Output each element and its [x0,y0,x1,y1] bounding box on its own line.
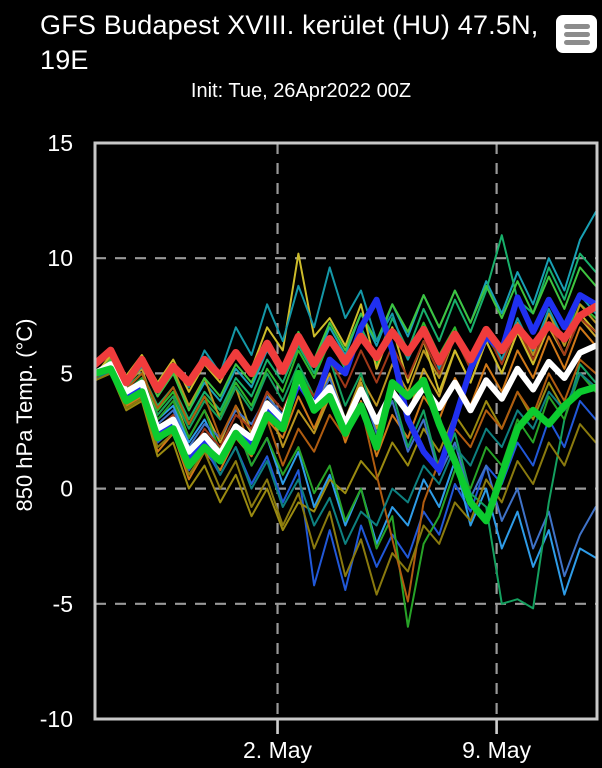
ensemble-member-line [95,266,597,412]
y-tick-label: -5 [53,591,73,617]
ensemble-member-line [95,358,597,603]
y-tick-label: 10 [47,245,73,271]
hamburger-menu-icon [563,23,590,45]
y-tick-label: 15 [47,130,73,156]
init-subtitle: Init: Tue, 26Apr2022 00Z [190,80,412,102]
y-tick-label: 5 [60,360,73,386]
x-tick-label: 2. May [243,737,313,763]
plot-frame [93,141,599,721]
page-title: GFS Budapest XVIII. kerület (HU) 47.5N, … [40,10,539,75]
ensemble-member-line [95,370,597,578]
y-tick-label: 0 [60,476,73,502]
ensemble-mean-line [95,302,597,394]
control-run-line [95,365,597,525]
y-tick-label: -10 [40,706,73,732]
ensemble-member-line [95,358,597,610]
ensemble-member-line [95,367,597,596]
menu-button[interactable] [556,15,597,53]
x-tick-label: 9. May [462,737,532,763]
operational-run-line [95,342,597,457]
